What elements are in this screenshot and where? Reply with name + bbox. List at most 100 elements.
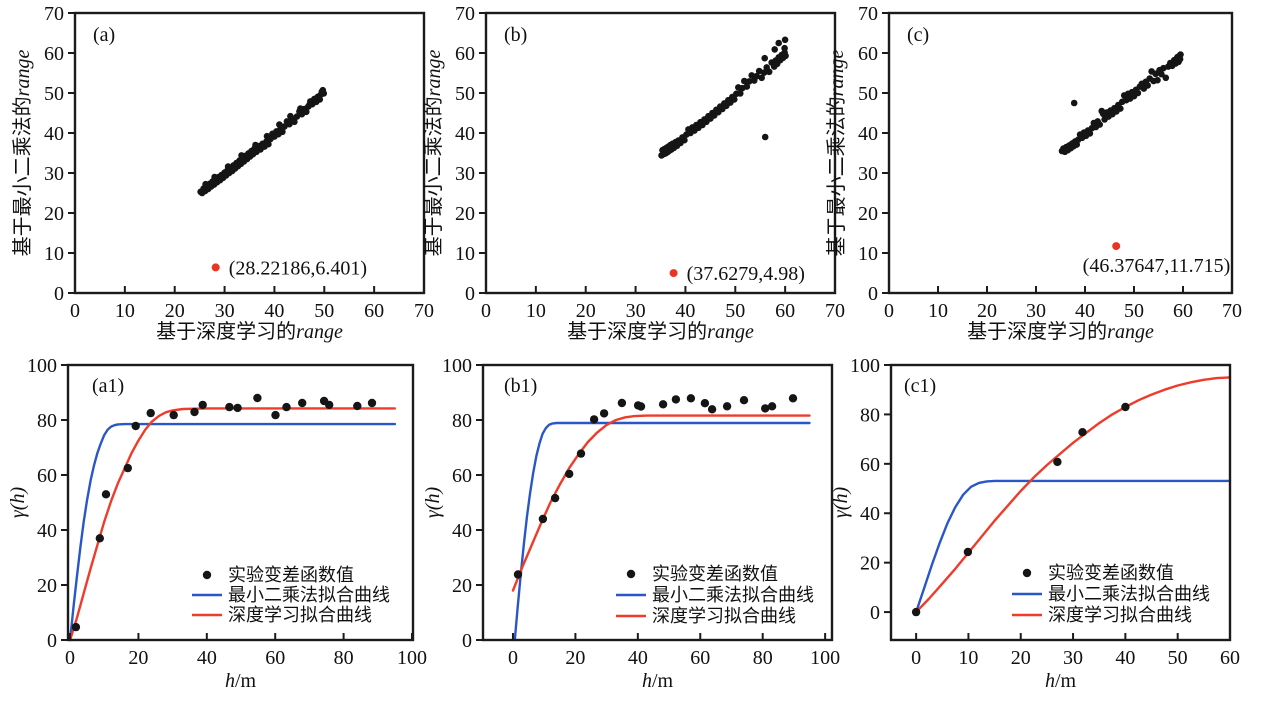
- highlight-annotation: (37.6279,4.98): [687, 263, 805, 285]
- subplot-tag: (b): [504, 24, 527, 46]
- x-tick-label: 0: [884, 300, 894, 322]
- scatter-point: [202, 180, 209, 188]
- y-axis-ticks: 0 10 20 30 40 50 60 70: [44, 3, 75, 305]
- x-tick-label: 40: [675, 300, 695, 322]
- scatter-point: [748, 72, 755, 79]
- scatter-points: [1058, 51, 1184, 156]
- subplot-tag: (b1): [504, 375, 537, 397]
- legend-dot-marker: [626, 569, 636, 579]
- scatter-point: [760, 69, 768, 76]
- x-axis-label: 基于深度学习的range: [156, 320, 343, 343]
- x-axis-ticks: 0 10 20 30 40 50 60 70: [884, 286, 1242, 322]
- x-axis-ticks: 0 10 20 30 40 50 60 70: [70, 286, 434, 322]
- variogram-dot: [565, 469, 574, 479]
- legend-label: 实验变差函数值: [652, 564, 778, 584]
- variogram-dot: [513, 570, 523, 579]
- y-axis-label: γ(h): [422, 487, 444, 519]
- scatter-point: [743, 83, 751, 90]
- variogram-dot: [190, 407, 199, 417]
- deep-learning-curve: [68, 407, 397, 642]
- variogram-dot: [599, 409, 609, 418]
- scatter-point: [771, 46, 778, 53]
- y-tick-label: 0: [47, 630, 57, 652]
- y-tick-label: 0: [870, 602, 880, 624]
- highlight-annotation: (28.22186,6.401): [229, 257, 367, 279]
- x-tick-label: 30: [1063, 647, 1083, 669]
- subplot-tag: (a): [93, 24, 115, 46]
- variogram-dot: [282, 402, 291, 412]
- y-tick-label: 100: [850, 355, 880, 377]
- x-tick-label: 0: [65, 647, 75, 669]
- x-tick-label: 20: [128, 647, 148, 669]
- scatter-point: [741, 77, 748, 85]
- x-tick-label: 70: [825, 300, 845, 322]
- y-tick-label: 70: [455, 3, 475, 25]
- x-axis-ticks: 0 10 20 30 40 50 60 70: [481, 286, 845, 322]
- experimental-variogram-dots: [513, 394, 798, 579]
- x-axis-ticks: 0 20 40 60 80 100: [508, 633, 840, 669]
- x-tick-label: 40: [1075, 300, 1095, 322]
- scatter-point: [755, 67, 763, 75]
- x-tick-label: 10: [115, 300, 135, 322]
- scatter-point: [224, 163, 232, 170]
- y-tick-label: 0: [868, 283, 878, 305]
- y-tick-label: 80: [37, 410, 57, 432]
- x-axis-label: 基于深度学习的range: [967, 320, 1154, 343]
- scatter-point: [1117, 105, 1124, 112]
- scatter-point: [1162, 74, 1170, 82]
- x-tick-label: 80: [753, 647, 773, 669]
- y-tick-label: 20: [37, 575, 57, 597]
- y-tick-label: 60: [455, 43, 475, 65]
- variogram-dot: [131, 421, 140, 431]
- least-squares-curve: [68, 422, 397, 642]
- y-tick-label: 40: [37, 520, 57, 542]
- x-tick-label: 100: [810, 647, 840, 669]
- scatter-point: [761, 133, 769, 141]
- plot-frame: [73, 11, 426, 295]
- scatter-point: [782, 52, 789, 60]
- variogram-dot: [700, 399, 710, 408]
- highlight-point: [211, 263, 220, 272]
- y-axis-ticks: 0 20 40 60 80 100: [27, 355, 68, 652]
- x-tick-label: 60: [690, 647, 710, 669]
- x-tick-label: 10: [928, 300, 948, 322]
- subplot-c1: 0 10 20 30 40 50 60 0 20 40 60 80 100 h/m γ(h) 实验变差函数值最…: [830, 355, 1240, 692]
- y-tick-label: 20: [452, 575, 472, 597]
- y-tick-label: 40: [860, 503, 880, 525]
- x-tick-label: 20: [1011, 647, 1031, 669]
- y-tick-label: 10: [858, 243, 878, 265]
- y-axis-label: 基于最小二乘法的range: [825, 50, 848, 257]
- variogram-dot: [538, 514, 548, 524]
- scatter-points: [658, 36, 789, 159]
- scatter-point: [681, 136, 688, 144]
- x-tick-label: 20: [165, 300, 185, 322]
- legend-label: 最小二乘法拟合曲线: [1048, 584, 1210, 604]
- scatter-point: [306, 101, 313, 109]
- legend-label: 深度学习拟合曲线: [652, 606, 796, 626]
- y-axis-label: γ(h): [830, 487, 852, 519]
- variogram-dot: [225, 402, 234, 412]
- x-tick-label: 20: [576, 300, 596, 322]
- x-tick-label: 70: [1222, 300, 1242, 322]
- scatter-point: [1096, 121, 1103, 128]
- legend-dot-marker: [202, 570, 212, 580]
- x-axis-label: h/m: [1045, 670, 1077, 692]
- y-tick-label: 0: [465, 283, 475, 305]
- scatter-point: [781, 44, 788, 52]
- variogram-dot: [169, 410, 178, 420]
- scatter-point: [303, 108, 310, 116]
- y-tick-label: 30: [44, 163, 64, 185]
- y-tick-label: 50: [858, 83, 878, 105]
- variogram-dot: [353, 401, 362, 411]
- scatter-point: [238, 152, 245, 159]
- variogram-dot: [963, 547, 973, 557]
- plot-frame: [889, 363, 1232, 642]
- x-axis-ticks: 0 20 40 60 80 100: [65, 633, 427, 669]
- variogram-dot: [767, 402, 777, 411]
- legend-label: 最小二乘法拟合曲线: [228, 585, 390, 605]
- scatter-point: [781, 36, 789, 44]
- subplot-c: (46.37647,11.715) 0 10 20 30 40 50 60 70 0 10 20 30 4…: [825, 3, 1242, 343]
- highlight-point: [1112, 242, 1121, 251]
- scatter-point: [279, 128, 286, 136]
